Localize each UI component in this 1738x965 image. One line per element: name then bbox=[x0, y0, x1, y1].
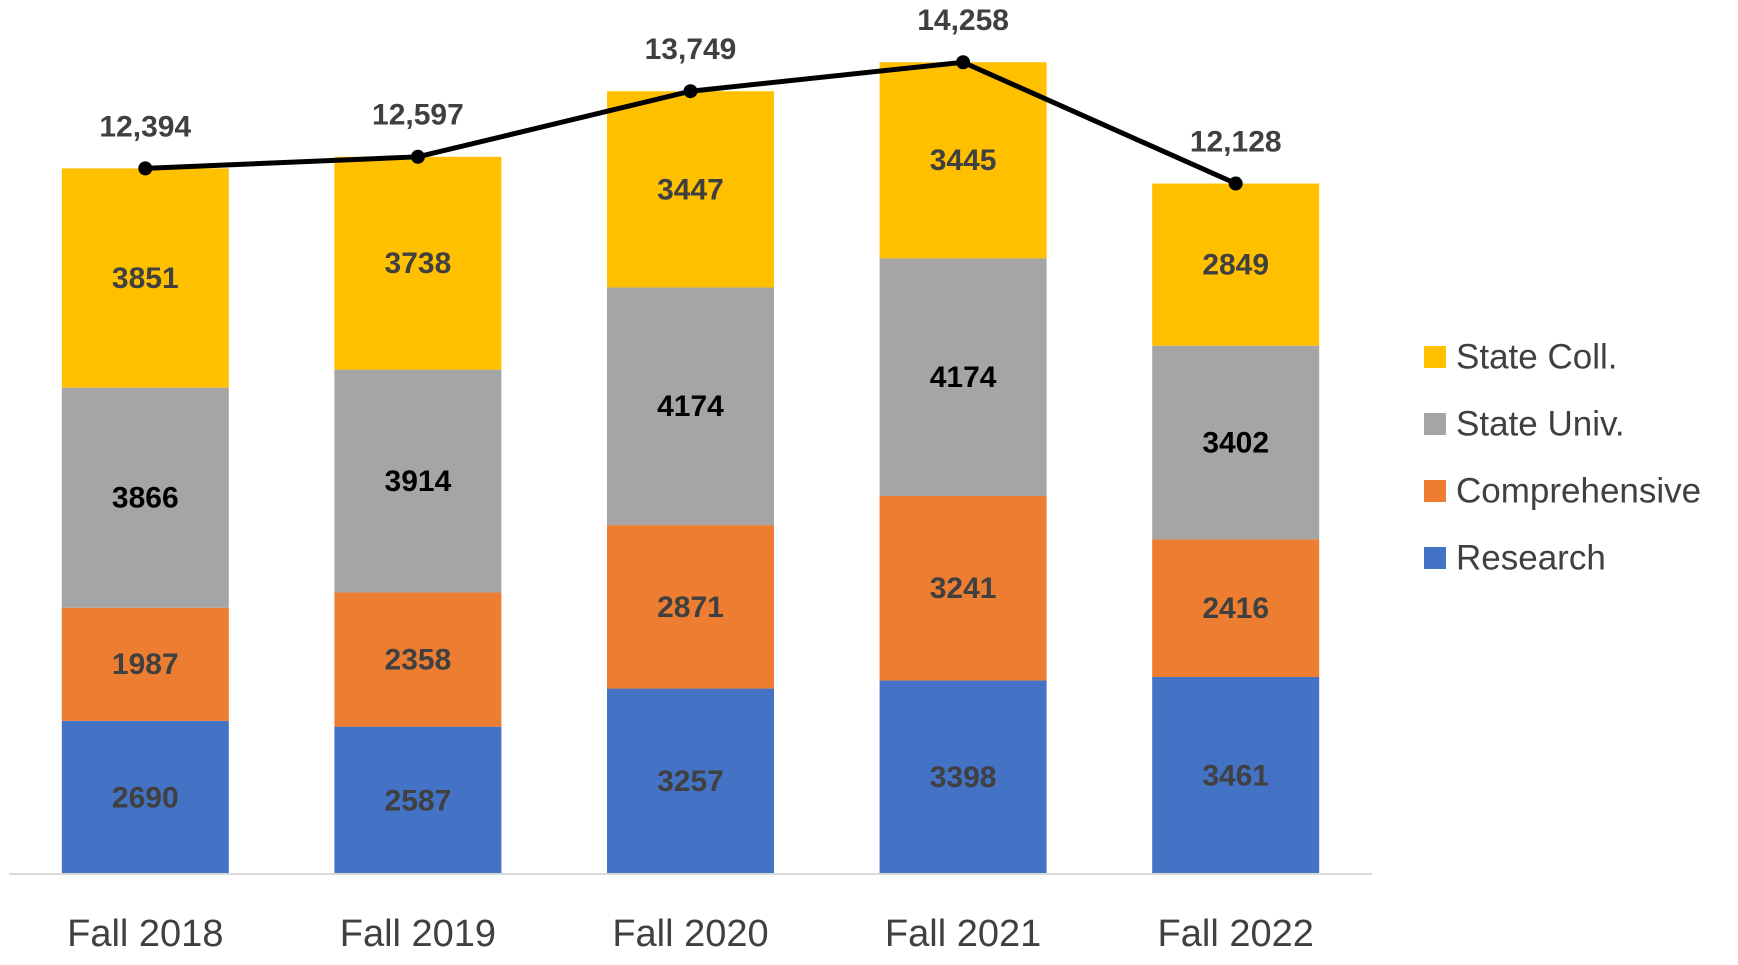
legend-label: Research bbox=[1456, 538, 1606, 577]
data-label: 3851 bbox=[112, 262, 179, 295]
total-label: 13,749 bbox=[645, 33, 737, 66]
bar-segment bbox=[334, 592, 502, 727]
bar-segment bbox=[61, 720, 229, 874]
total-label: 14,258 bbox=[917, 4, 1009, 37]
legend-swatch bbox=[1424, 346, 1446, 368]
bar-segment bbox=[334, 156, 502, 370]
bar-segment bbox=[607, 287, 774, 526]
data-label: 2358 bbox=[385, 644, 452, 677]
data-label: 2690 bbox=[112, 781, 179, 814]
bar-segment bbox=[1152, 676, 1320, 874]
bar-segment bbox=[61, 168, 229, 388]
bar-segment bbox=[879, 496, 1047, 681]
data-label: 3914 bbox=[385, 465, 452, 498]
legend-label: Comprehensive bbox=[1456, 471, 1701, 510]
data-label: 3738 bbox=[385, 247, 452, 280]
data-label: 3461 bbox=[1202, 759, 1269, 792]
data-label: 2871 bbox=[657, 591, 724, 624]
data-label: 4174 bbox=[930, 361, 997, 394]
bar-segment bbox=[61, 607, 229, 721]
data-label: 3447 bbox=[657, 173, 724, 206]
data-label: 2587 bbox=[385, 784, 452, 817]
data-label: 1987 bbox=[112, 648, 179, 681]
data-label: 3445 bbox=[930, 144, 997, 177]
data-label: 3257 bbox=[657, 765, 724, 798]
bar-segment bbox=[1152, 345, 1320, 540]
bar-segment bbox=[1152, 539, 1320, 677]
data-label: 3866 bbox=[112, 482, 179, 515]
legend-swatch bbox=[1424, 480, 1446, 502]
bar-segment bbox=[607, 525, 774, 689]
bar-segment bbox=[607, 91, 774, 288]
data-label: 3402 bbox=[1202, 426, 1269, 459]
bar-segment bbox=[334, 726, 502, 874]
data-label: 2849 bbox=[1202, 249, 1269, 282]
legend-swatch bbox=[1424, 413, 1446, 435]
bar-segment bbox=[1152, 183, 1320, 346]
data-label: 3241 bbox=[930, 572, 997, 605]
x-tick-label: Fall 2020 bbox=[612, 913, 768, 955]
x-tick-label: Fall 2022 bbox=[1158, 913, 1314, 955]
legend-label: State Univ. bbox=[1456, 404, 1625, 443]
data-label: 4174 bbox=[657, 390, 724, 423]
data-label: 2416 bbox=[1202, 592, 1269, 625]
total-label: 12,394 bbox=[99, 110, 191, 143]
total-marker bbox=[1228, 176, 1243, 191]
bar-segment bbox=[879, 62, 1047, 259]
x-tick-label: Fall 2018 bbox=[67, 913, 223, 955]
legend-label: State Coll. bbox=[1456, 337, 1617, 376]
x-tick-label: Fall 2019 bbox=[340, 913, 496, 955]
total-label: 12,128 bbox=[1190, 125, 1282, 158]
data-label: 3398 bbox=[930, 761, 997, 794]
bar-segment bbox=[61, 387, 229, 608]
bar-segment bbox=[879, 680, 1047, 874]
bar-segment bbox=[334, 369, 502, 593]
total-marker bbox=[683, 84, 698, 99]
total-marker bbox=[410, 149, 425, 164]
total-label: 12,597 bbox=[372, 99, 464, 132]
x-tick-label: Fall 2021 bbox=[885, 913, 1041, 955]
bar-segment bbox=[607, 688, 774, 874]
bar-segment bbox=[879, 258, 1047, 497]
total-marker bbox=[956, 55, 971, 70]
total-marker bbox=[138, 161, 153, 176]
legend-swatch bbox=[1424, 547, 1446, 569]
